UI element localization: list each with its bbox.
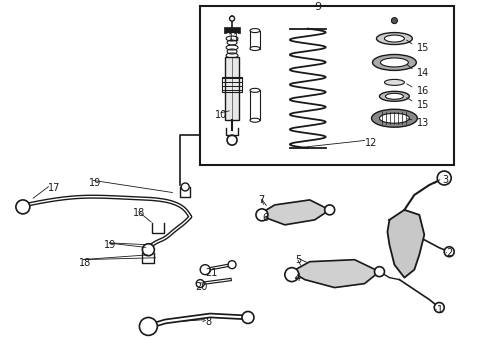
- Bar: [222, 77, 242, 92]
- Text: 15: 15: [417, 100, 430, 110]
- Bar: [227, 32, 237, 37]
- Ellipse shape: [386, 93, 403, 99]
- Circle shape: [285, 268, 299, 282]
- Text: 6: 6: [262, 213, 268, 223]
- Ellipse shape: [379, 91, 409, 101]
- Circle shape: [392, 18, 397, 24]
- Circle shape: [228, 261, 236, 269]
- Bar: [200, 6, 454, 165]
- Circle shape: [325, 205, 335, 215]
- Ellipse shape: [385, 35, 404, 42]
- Text: 9: 9: [314, 2, 321, 12]
- Bar: [224, 27, 240, 32]
- Bar: [250, 31, 260, 49]
- Text: 7: 7: [258, 195, 264, 205]
- Ellipse shape: [376, 32, 413, 45]
- Circle shape: [434, 302, 444, 312]
- Circle shape: [200, 265, 210, 275]
- Text: 12: 12: [365, 138, 377, 148]
- Ellipse shape: [372, 54, 416, 71]
- Text: 17: 17: [48, 183, 60, 193]
- Text: 4: 4: [295, 273, 301, 283]
- Text: 18: 18: [133, 208, 146, 218]
- Text: 15: 15: [417, 42, 430, 53]
- Text: 19: 19: [89, 178, 101, 188]
- Text: 19: 19: [103, 240, 116, 250]
- Polygon shape: [292, 260, 379, 288]
- Circle shape: [374, 267, 385, 276]
- Ellipse shape: [250, 118, 260, 122]
- Text: 1: 1: [437, 305, 443, 315]
- Ellipse shape: [250, 28, 260, 32]
- Ellipse shape: [250, 88, 260, 92]
- Ellipse shape: [379, 113, 409, 123]
- Ellipse shape: [380, 58, 408, 67]
- Ellipse shape: [385, 80, 404, 85]
- Circle shape: [437, 171, 451, 185]
- Text: 10: 10: [215, 110, 227, 120]
- Text: 2: 2: [446, 248, 452, 258]
- Bar: [250, 90, 260, 120]
- Text: 11: 11: [228, 32, 240, 42]
- Ellipse shape: [371, 109, 417, 127]
- Text: 16: 16: [417, 86, 430, 96]
- Text: 18: 18: [78, 258, 91, 268]
- Polygon shape: [388, 210, 424, 278]
- Text: 21: 21: [205, 268, 218, 278]
- Circle shape: [444, 247, 454, 257]
- Circle shape: [140, 318, 157, 336]
- Ellipse shape: [250, 46, 260, 50]
- Circle shape: [143, 244, 154, 256]
- Polygon shape: [258, 200, 330, 225]
- Circle shape: [256, 209, 268, 221]
- Circle shape: [16, 200, 30, 214]
- Text: 8: 8: [205, 318, 211, 328]
- Text: 5: 5: [295, 255, 301, 265]
- Circle shape: [229, 16, 235, 21]
- Text: 3: 3: [442, 175, 448, 185]
- Bar: [225, 58, 239, 120]
- Circle shape: [196, 280, 204, 288]
- Text: 13: 13: [417, 118, 430, 128]
- Text: 20: 20: [195, 282, 208, 292]
- Circle shape: [181, 183, 189, 191]
- Circle shape: [242, 311, 254, 323]
- Text: 14: 14: [417, 68, 430, 78]
